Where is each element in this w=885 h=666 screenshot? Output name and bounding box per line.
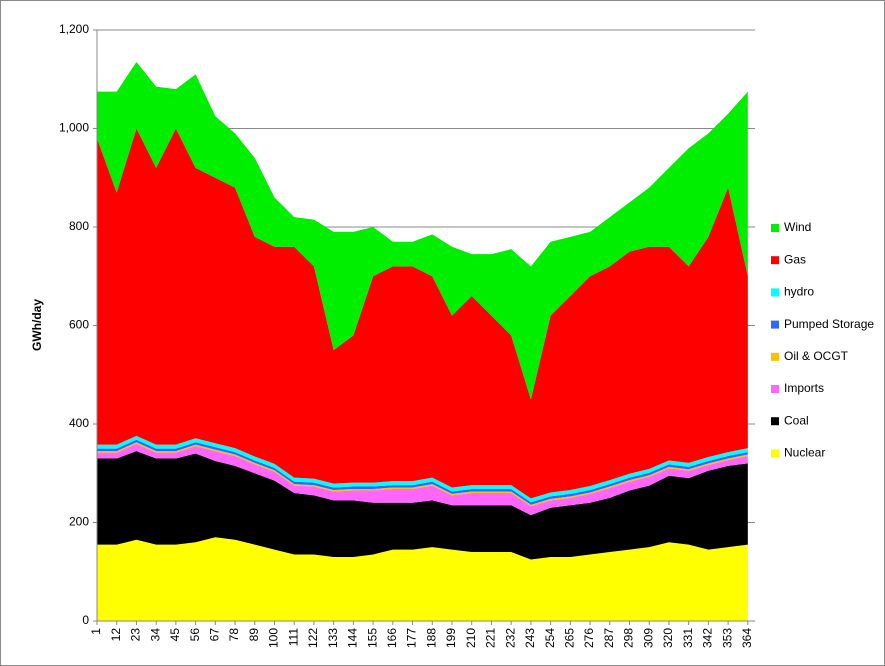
x-tick-label: 111: [286, 628, 300, 647]
x-tick-label: 100: [267, 628, 281, 648]
x-tick-label: 210: [464, 628, 478, 648]
x-tick-label: 254: [543, 628, 557, 648]
area: [97, 451, 748, 560]
x-tick-label: 1: [89, 628, 103, 635]
x-tick-label: 265: [563, 628, 577, 648]
x-tick-label: 89: [247, 628, 261, 642]
legend-label: Oil & OCGT: [784, 349, 849, 363]
x-tick-label: 166: [385, 628, 399, 648]
legend-swatch: [771, 320, 779, 329]
x-tick-label: 276: [582, 628, 596, 648]
legend-swatch: [771, 288, 779, 297]
y-tick-label: 0: [82, 613, 89, 627]
x-tick-label: 287: [602, 628, 616, 648]
x-tick-label: 331: [681, 628, 695, 648]
x-tick-label: 12: [109, 628, 123, 642]
y-tick-label: 1,000: [59, 121, 89, 135]
legend-swatch: [771, 352, 779, 361]
y-tick-label: 800: [69, 219, 89, 233]
x-tick-label: 342: [701, 628, 715, 648]
x-tick-label: 23: [129, 628, 143, 642]
x-tick-label: 232: [503, 628, 517, 648]
x-tick-label: 309: [641, 628, 655, 648]
legend-swatch: [771, 449, 779, 458]
area: [97, 62, 748, 400]
x-tick-label: 243: [523, 628, 537, 648]
x-tick-label: 298: [622, 628, 636, 648]
legend-label: Imports: [784, 381, 824, 395]
x-tick-label: 45: [168, 628, 182, 642]
x-tick-label: 188: [424, 628, 438, 648]
x-tick-label: 155: [365, 628, 379, 648]
x-tick-label: 199: [444, 628, 458, 648]
y-tick-label: 600: [69, 318, 89, 332]
x-tick-label: 67: [208, 628, 222, 642]
legend-label: Gas: [784, 252, 806, 266]
x-tick-label: 364: [740, 628, 754, 648]
legend-label: Wind: [784, 220, 811, 234]
legend-label: Nuclear: [784, 446, 825, 460]
x-tick-label: 320: [661, 628, 675, 648]
y-tick-label: 1,200: [59, 22, 89, 36]
x-tick-label: 353: [720, 628, 734, 648]
x-tick-label: 78: [227, 628, 241, 642]
x-tick-label: 144: [346, 628, 360, 648]
x-tick-label: 221: [484, 628, 498, 648]
y-tick-label: 400: [69, 416, 89, 430]
legend-swatch: [771, 224, 779, 232]
y-axis-label: GWh/day: [30, 299, 44, 351]
area: [97, 537, 748, 621]
x-tick-label: 177: [405, 628, 419, 648]
x-tick-label: 122: [306, 628, 320, 648]
area: [97, 128, 748, 499]
legend-swatch: [771, 417, 779, 426]
area: [97, 443, 748, 516]
x-tick-label: 133: [326, 628, 340, 648]
legend-swatch: [771, 385, 779, 393]
x-tick-label: 34: [148, 628, 162, 642]
legend-label: Coal: [784, 413, 809, 427]
y-tick-label: 200: [69, 515, 89, 529]
legend-label: hydro: [784, 285, 814, 299]
legend-swatch: [771, 256, 779, 265]
x-tick-label: 56: [188, 628, 202, 642]
legend-label: Pumped Storage: [784, 317, 874, 331]
